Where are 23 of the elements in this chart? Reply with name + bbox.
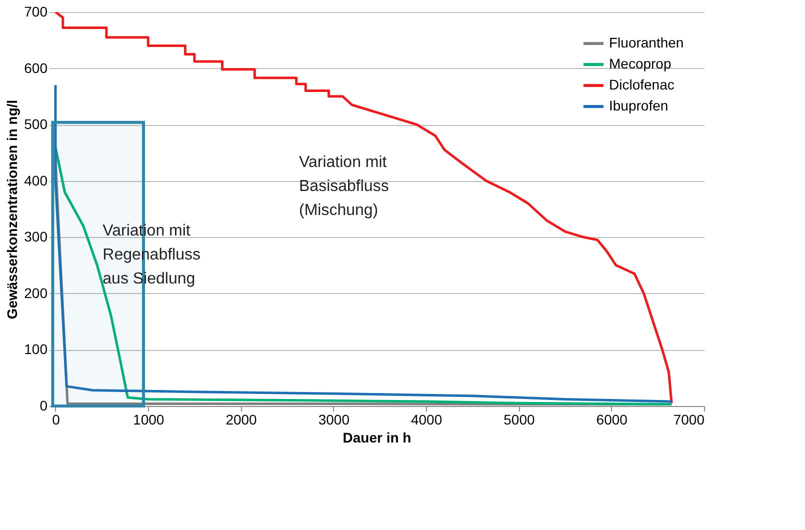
x-tick-label: 0 <box>52 412 60 428</box>
x-tick-label: 6000 <box>596 412 628 428</box>
x-tick-label: 4000 <box>410 412 442 428</box>
y-tick-label: 400 <box>24 172 48 188</box>
x-tick-label: 7000 <box>673 412 705 428</box>
legend-label: Ibuprofen <box>609 98 668 114</box>
legend-label: Mecoprop <box>609 56 672 72</box>
annotation: Variation mit Basisabfluss (Mischung) <box>299 154 389 219</box>
y-tick-label: 100 <box>24 341 48 358</box>
y-tick-label: 600 <box>24 60 48 76</box>
y-tick-label: 700 <box>24 4 48 20</box>
x-tick-label: 5000 <box>504 412 535 428</box>
x-tick-label: 1000 <box>133 412 164 428</box>
y-axis-title: Gewässerkonzentrationen in ng/l <box>4 100 20 320</box>
legend-label: Fluoranthen <box>609 34 684 50</box>
x-tick-label: 3000 <box>318 412 350 428</box>
y-tick-label: 0 <box>40 398 48 414</box>
y-tick-label: 200 <box>24 284 48 301</box>
x-tick-label: 2000 <box>226 412 258 428</box>
x-axis-title: Dauer in h <box>342 430 412 446</box>
y-tick-label: 300 <box>24 228 48 245</box>
legend-label: Diclofenac <box>609 76 674 92</box>
y-tick-label: 500 <box>24 116 48 132</box>
